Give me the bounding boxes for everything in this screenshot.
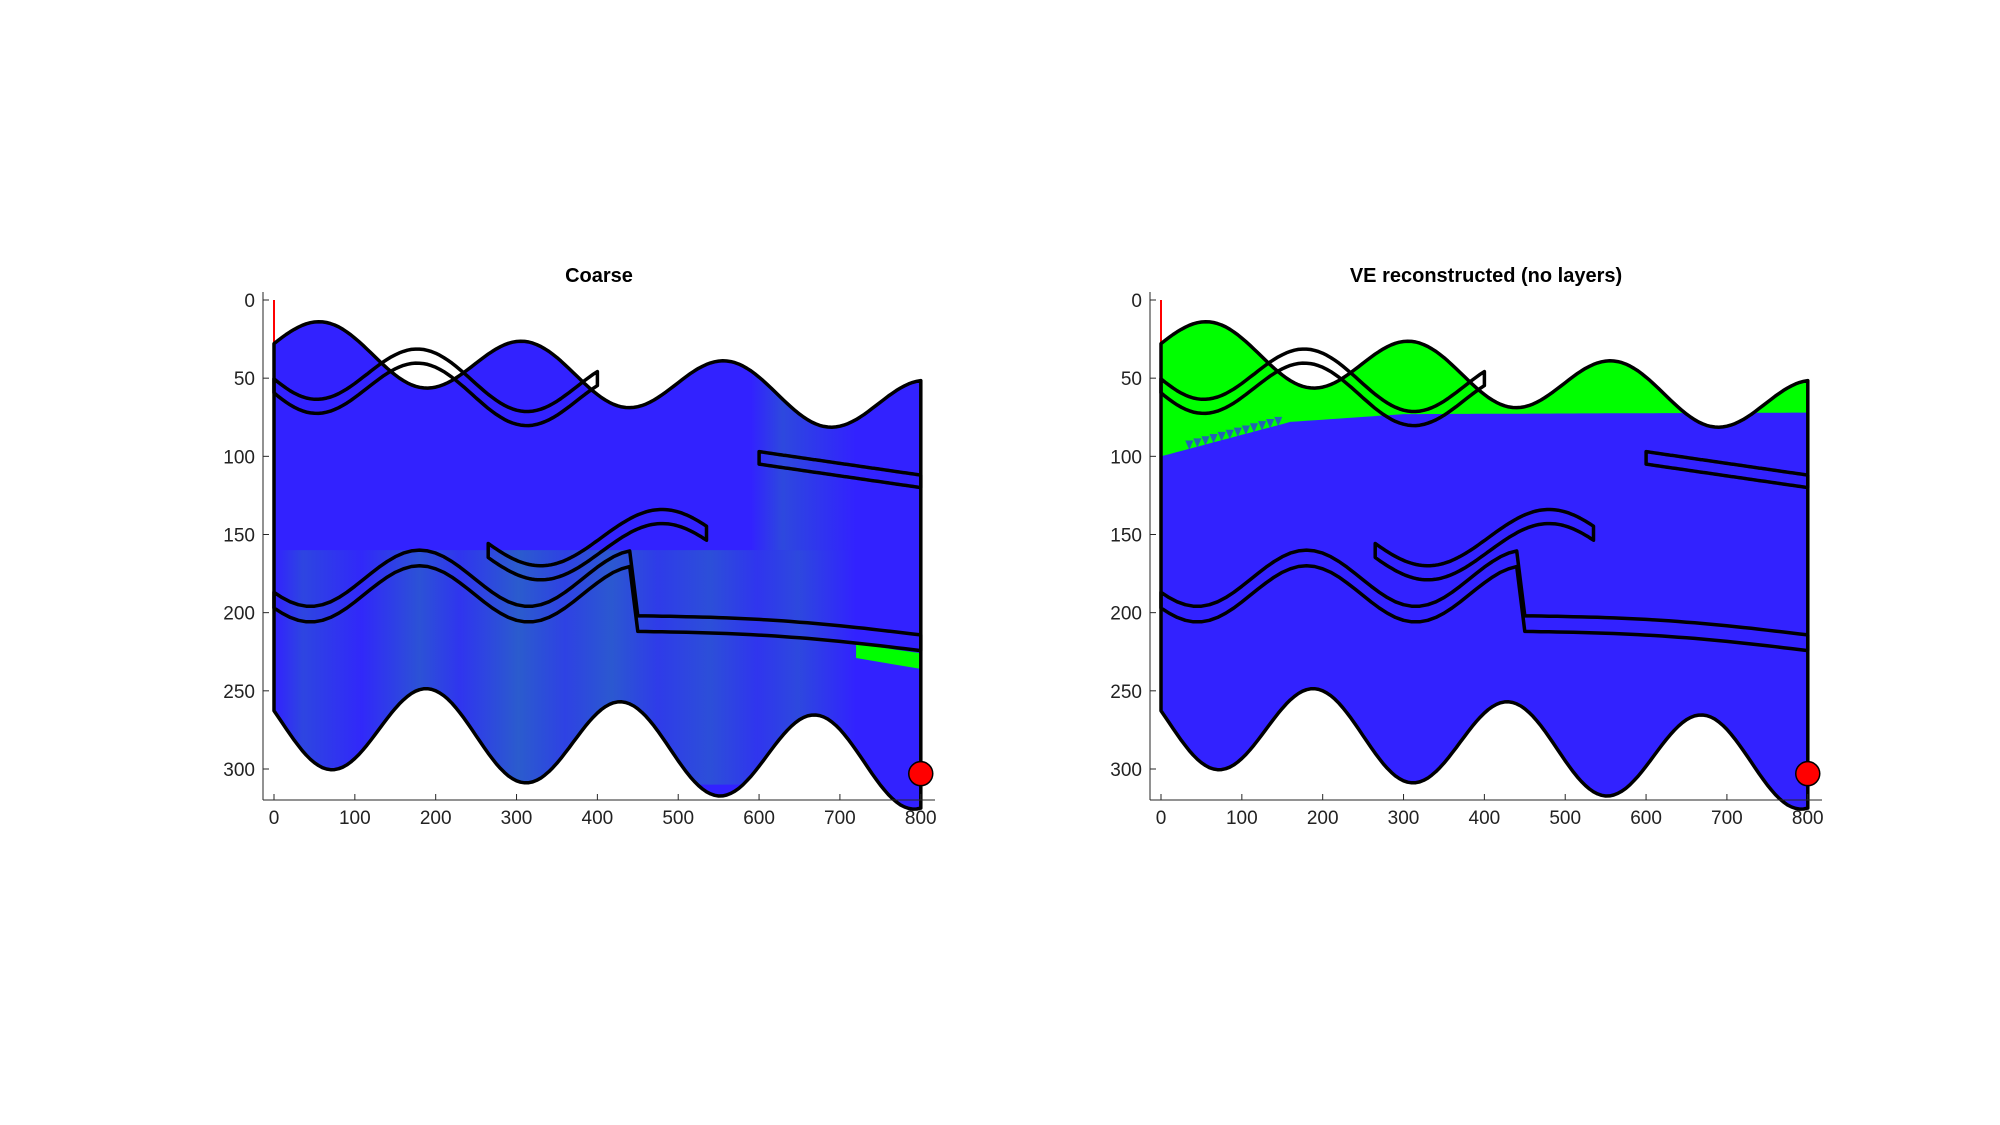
x-tick-label: 100	[1226, 808, 1258, 829]
x-tick-label: 500	[662, 808, 694, 829]
plume-edge	[1258, 421, 1267, 431]
y-tick-label: 250	[223, 682, 255, 703]
y-tick-label: 0	[244, 291, 255, 312]
y-tick-label: 200	[223, 604, 255, 625]
plume-edge	[1233, 427, 1242, 437]
x-tick-label: 800	[1792, 808, 1824, 829]
x-tick-label: 500	[1549, 808, 1581, 829]
x-tick-label: 300	[501, 808, 533, 829]
plume-edge	[1201, 436, 1210, 446]
layer-right	[757, 449, 923, 490]
plume-edge	[1225, 429, 1234, 440]
panel-coarse: 0 100 200 300 400 500 600 700 800 0 50 100 150 200 250…	[223, 265, 936, 829]
layer-bottom	[1159, 548, 1810, 653]
axes: 0 100 200 300 400 500 600 700 800 0 50 100 150 200 250…	[1110, 291, 1823, 829]
injection-point	[1795, 760, 1821, 787]
y-tick-label: 150	[1110, 525, 1142, 546]
x-tick-label: 200	[420, 808, 452, 829]
y-tick-label: 250	[1110, 682, 1142, 703]
x-tick-label: 800	[905, 808, 937, 829]
y-tick-label: 200	[1110, 604, 1142, 625]
co2-wedge	[856, 643, 921, 669]
plume-edge	[1249, 423, 1259, 433]
plume-edge	[1209, 434, 1218, 444]
x-tick-label: 600	[743, 808, 775, 829]
x-tick-label: 400	[1469, 808, 1501, 829]
y-tick-label: 100	[1110, 447, 1142, 468]
panel-ve-reconstructed: 0 100 200 300 400 500 600 700 800 0 50 100 150 200 250…	[1110, 265, 1823, 829]
plume-edge	[1274, 416, 1283, 427]
layer-top-left	[1159, 347, 1487, 428]
reservoir-outline	[272, 319, 923, 811]
x-tick-label: 0	[269, 808, 280, 829]
layer-top-left	[272, 347, 600, 428]
x-tick-label: 400	[582, 808, 614, 829]
y-tick-label: 300	[1110, 760, 1142, 781]
layer-middle	[1373, 507, 1596, 582]
y-tick-label: 300	[223, 760, 255, 781]
x-tick-label: 300	[1388, 808, 1420, 829]
plume-edge	[1217, 431, 1226, 442]
x-tick-label: 200	[1307, 808, 1339, 829]
plume-edge	[1185, 440, 1194, 450]
plume-edge	[1193, 438, 1202, 448]
y-tick-label: 150	[223, 525, 255, 546]
x-tick-label: 700	[1711, 808, 1743, 829]
reservoir-outline	[1159, 319, 1810, 811]
chart-title: VE reconstructed (no layers)	[1350, 265, 1622, 287]
injection-point	[908, 760, 934, 787]
y-tick-label: 0	[1131, 291, 1142, 312]
x-tick-label: 0	[1156, 808, 1167, 829]
layer-bottom	[272, 548, 923, 653]
x-tick-label: 100	[339, 808, 371, 829]
y-tick-label: 100	[223, 447, 255, 468]
plume-edge	[1241, 425, 1250, 435]
chart-title: Coarse	[565, 265, 633, 287]
axes: 0 100 200 300 400 500 600 700 800 0 50 100 150 200 250…	[223, 291, 936, 829]
x-tick-label: 600	[1630, 808, 1662, 829]
y-tick-label: 50	[234, 369, 255, 390]
mixed-band-upper	[750, 362, 857, 551]
plume-edge	[1266, 419, 1275, 429]
y-tick-label: 50	[1121, 369, 1142, 390]
layer-middle	[486, 507, 709, 582]
x-tick-label: 700	[824, 808, 856, 829]
layer-right	[1644, 449, 1810, 490]
